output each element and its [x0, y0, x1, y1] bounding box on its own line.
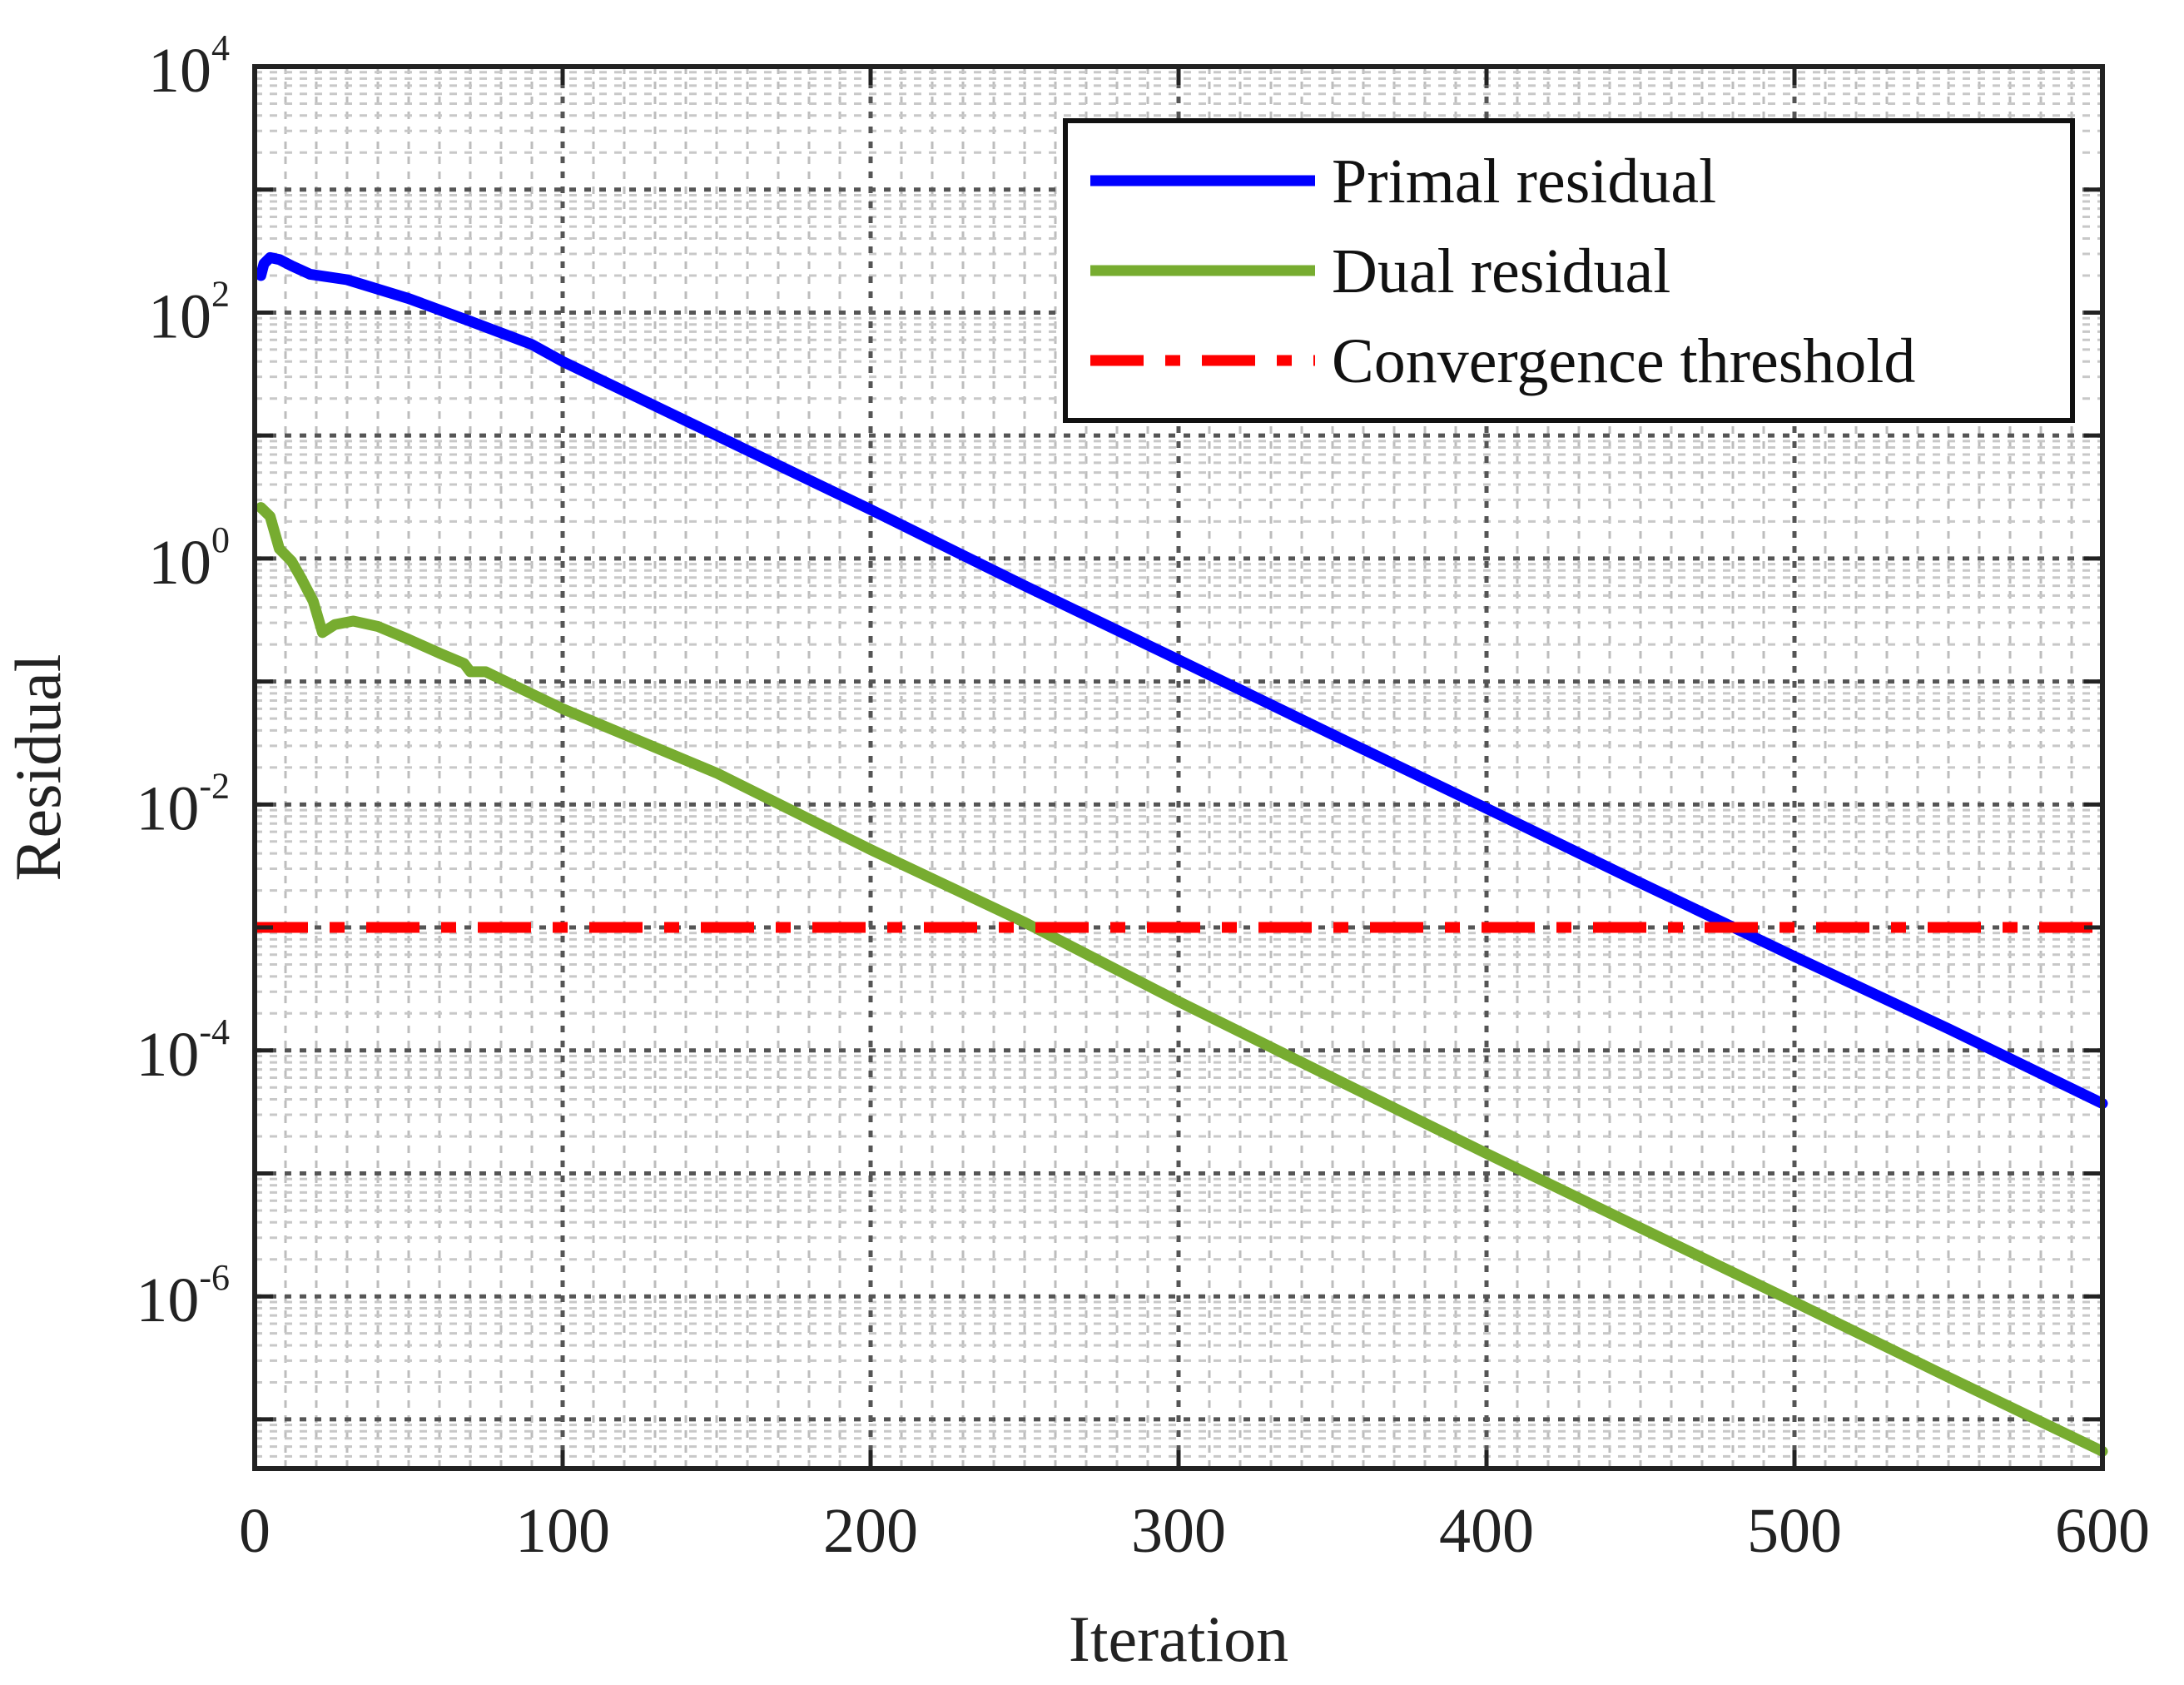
x-tick-label: 400 — [1439, 1496, 1534, 1566]
legend: Primal residual Dual residual Convergence … — [1063, 118, 2075, 423]
x-tick-label: 500 — [1747, 1496, 1842, 1566]
dual-residual-line — [255, 502, 2108, 1457]
primal-residual-line — [255, 251, 2108, 1109]
y-tick-label-base: 10 — [136, 1020, 199, 1090]
x-tick-label: 200 — [823, 1496, 918, 1566]
y-tick-label-base: 10 — [148, 36, 211, 106]
y-tick-label: 10-6 — [136, 1257, 230, 1335]
x-tick-label: 100 — [515, 1496, 610, 1566]
x-tick-label: 600 — [2055, 1496, 2150, 1566]
x-tick-labels: 0 100 200 300 400 500 600 — [239, 1496, 2150, 1566]
y-tick-label-base: 10 — [136, 1265, 199, 1335]
y-tick-label: 102 — [148, 273, 230, 351]
legend-label: Primal residual — [1332, 147, 1716, 216]
legend-items: Primal residual Dual residual Convergence … — [1090, 147, 1915, 396]
y-tick-label-exponent: 2 — [211, 273, 230, 314]
legend-label: Convergence threshold — [1332, 326, 1915, 396]
x-tick-label: 0 — [239, 1496, 271, 1566]
y-axis-label: Residual — [2, 654, 74, 882]
y-tick-label-base: 10 — [148, 528, 211, 598]
y-tick-label: 104 — [148, 27, 230, 106]
y-tick-label-base: 10 — [136, 773, 199, 843]
legend-label: Dual residual — [1332, 236, 1670, 306]
y-tick-label-exponent: 0 — [211, 519, 230, 560]
series-layer — [255, 251, 2108, 1457]
ticks-layer — [252, 64, 2105, 1469]
y-tick-label-exponent: -4 — [199, 1011, 230, 1052]
x-axis-label: Iteration — [1069, 1603, 1288, 1675]
y-tick-label-base: 10 — [148, 281, 211, 351]
y-tick-label: 10-2 — [136, 765, 230, 843]
y-tick-label-exponent: -2 — [199, 765, 230, 806]
x-tick-label: 300 — [1131, 1496, 1226, 1566]
y-tick-label-exponent: 4 — [211, 27, 230, 68]
y-tick-label: 100 — [148, 519, 230, 598]
y-tick-label: 10-4 — [136, 1011, 230, 1090]
y-tick-label-exponent: -6 — [199, 1257, 230, 1298]
